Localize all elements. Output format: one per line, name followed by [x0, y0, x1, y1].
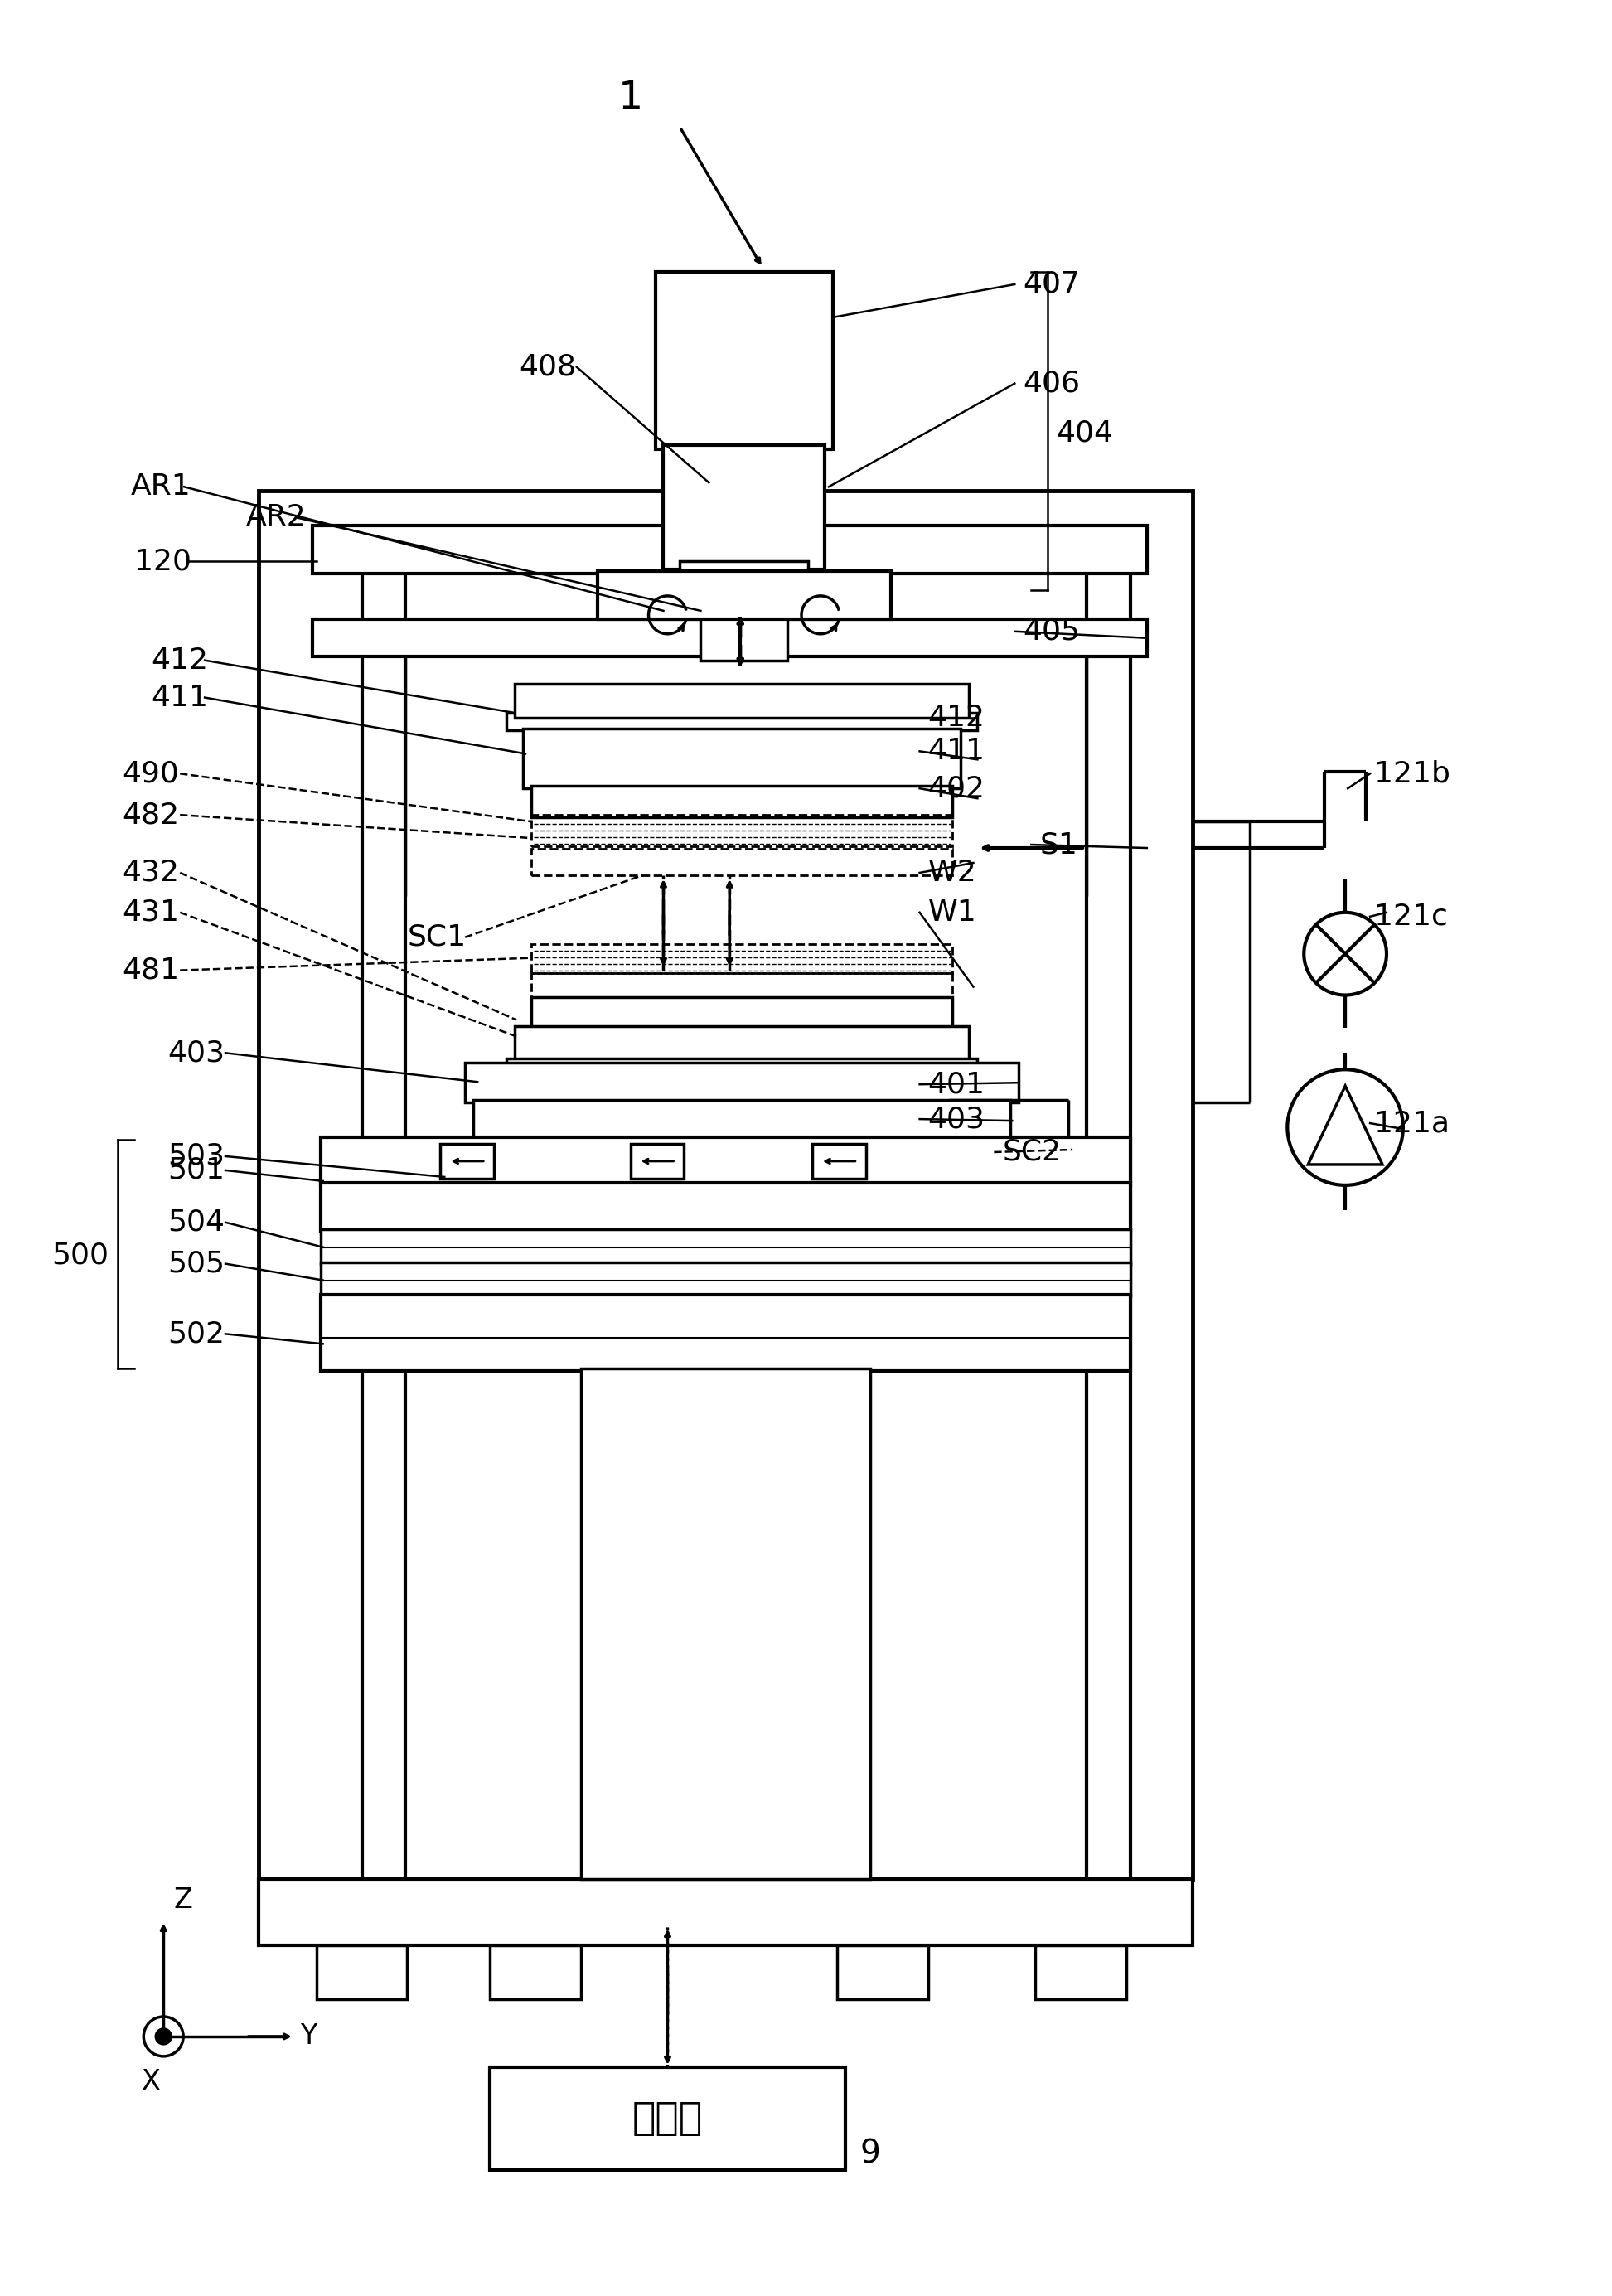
- Text: 481: 481: [123, 955, 179, 985]
- Bar: [532, 850, 953, 875]
- Bar: [1035, 1945, 1127, 2000]
- Text: 405: 405: [1024, 618, 1080, 645]
- Bar: [506, 712, 977, 730]
- Text: 432: 432: [123, 859, 179, 886]
- Bar: [474, 1100, 1011, 1139]
- Text: 490: 490: [123, 760, 179, 788]
- Bar: [313, 526, 1146, 574]
- Bar: [514, 1026, 969, 1061]
- Bar: [654, 271, 833, 450]
- Text: W2: W2: [929, 859, 977, 886]
- Bar: [316, 1945, 408, 2000]
- Text: 控制部: 控制部: [632, 2101, 703, 2138]
- Bar: [598, 572, 891, 620]
- Text: SC1: SC1: [408, 923, 466, 951]
- Text: 482: 482: [123, 801, 179, 829]
- Text: 1: 1: [617, 80, 643, 117]
- Bar: [321, 1137, 1130, 1185]
- Text: 402: 402: [929, 774, 985, 804]
- Bar: [490, 2066, 845, 2170]
- Text: SC2: SC2: [1003, 1139, 1061, 1166]
- Bar: [664, 445, 825, 569]
- Bar: [321, 1295, 1130, 1371]
- Bar: [532, 815, 953, 847]
- Bar: [837, 1945, 929, 2000]
- Text: 412: 412: [152, 645, 208, 675]
- Text: 500: 500: [52, 1242, 110, 1270]
- Text: 401: 401: [929, 1070, 985, 1097]
- Text: 404: 404: [1056, 418, 1114, 448]
- Bar: [522, 728, 961, 788]
- Bar: [466, 1063, 1019, 1102]
- Text: 121b: 121b: [1373, 760, 1451, 788]
- Bar: [532, 996, 953, 1029]
- Bar: [532, 785, 953, 817]
- Text: AR1: AR1: [131, 473, 190, 501]
- Text: 121a: 121a: [1373, 1109, 1449, 1137]
- Text: X: X: [142, 2069, 161, 2096]
- Bar: [630, 1143, 683, 1178]
- Bar: [313, 620, 1146, 657]
- Circle shape: [155, 2027, 172, 2046]
- Text: 503: 503: [168, 1141, 224, 1171]
- Bar: [514, 684, 969, 719]
- Text: 431: 431: [123, 898, 179, 928]
- Text: 504: 504: [168, 1208, 224, 1238]
- Text: S1: S1: [1040, 831, 1077, 859]
- Text: Y: Y: [300, 2023, 316, 2050]
- Bar: [258, 1880, 1193, 1945]
- Text: 121c: 121c: [1373, 902, 1448, 930]
- Text: 403: 403: [929, 1104, 985, 1134]
- Bar: [532, 974, 953, 999]
- Text: 412: 412: [929, 705, 985, 732]
- Bar: [490, 1945, 580, 2000]
- Text: Z: Z: [174, 1887, 192, 1915]
- Text: 403: 403: [168, 1038, 224, 1068]
- Bar: [321, 1182, 1130, 1231]
- Bar: [532, 944, 953, 974]
- Bar: [701, 581, 787, 661]
- Text: 505: 505: [168, 1249, 224, 1279]
- Text: 501: 501: [168, 1157, 224, 1185]
- Text: W1: W1: [929, 898, 977, 928]
- Text: 406: 406: [1024, 370, 1080, 397]
- Bar: [812, 1143, 866, 1178]
- Bar: [440, 1143, 493, 1178]
- Text: 411: 411: [929, 737, 985, 765]
- Bar: [321, 1263, 1130, 1297]
- Bar: [321, 1228, 1130, 1263]
- Bar: [580, 1368, 870, 1880]
- Text: 407: 407: [1024, 271, 1080, 298]
- Bar: [680, 560, 808, 585]
- Text: 411: 411: [152, 684, 208, 712]
- Text: AR2: AR2: [247, 503, 306, 530]
- Bar: [506, 1058, 977, 1075]
- Text: 120: 120: [134, 546, 192, 576]
- Text: 502: 502: [168, 1320, 224, 1348]
- Text: 408: 408: [519, 354, 575, 381]
- Text: 9: 9: [861, 2138, 880, 2170]
- Bar: [258, 491, 1193, 1880]
